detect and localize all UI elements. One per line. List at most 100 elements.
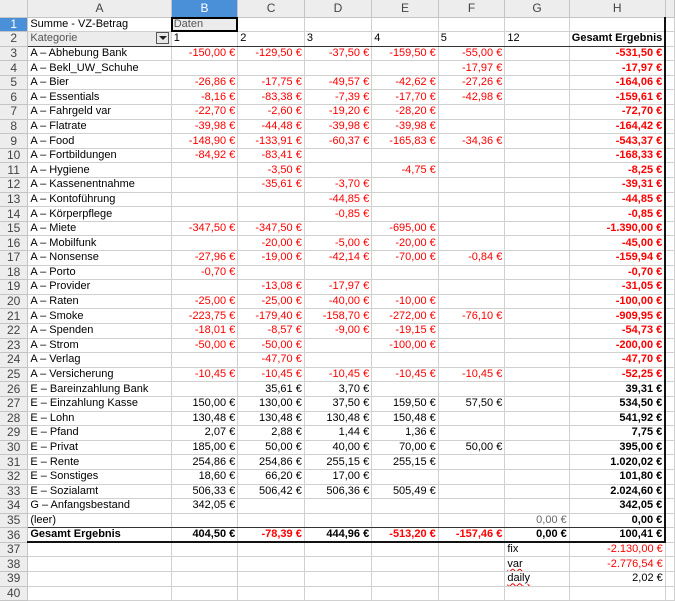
row-total-cell[interactable]: -159,61 € xyxy=(568,89,667,106)
row-header-40[interactable]: 40 xyxy=(0,586,29,601)
row-header-10[interactable]: 10 xyxy=(0,148,29,164)
value-cell[interactable]: -0,84 € xyxy=(438,250,506,266)
grand-total-header[interactable]: Gesamt Ergebnis xyxy=(568,31,667,47)
row-total-cell[interactable]: -31,05 € xyxy=(568,279,667,295)
value-cell[interactable]: 35,61 € xyxy=(237,381,305,397)
pivot-data-button[interactable]: Daten xyxy=(170,16,239,33)
value-cell[interactable] xyxy=(438,498,506,514)
category-label[interactable]: A – Hygiene xyxy=(27,162,172,179)
row-total-cell[interactable]: -168,33 € xyxy=(568,148,667,164)
chevron-down-icon[interactable] xyxy=(155,32,169,45)
row-total-cell[interactable]: 534,50 € xyxy=(568,396,667,412)
row-total-cell[interactable]: -200,00 € xyxy=(568,338,667,354)
value-cell[interactable]: -42,14 € xyxy=(304,250,373,266)
cell[interactable] xyxy=(665,162,675,179)
value-cell[interactable]: -27,96 € xyxy=(170,250,239,266)
value-cell[interactable]: 57,50 € xyxy=(438,396,506,412)
cell[interactable] xyxy=(665,192,675,208)
row-header-1[interactable]: 1 xyxy=(0,17,29,33)
category-label[interactable]: G – Anfangsbestand xyxy=(27,498,172,514)
category-label[interactable]: A – Nonsense xyxy=(27,250,172,266)
row-total-cell[interactable]: 2.024,60 € xyxy=(568,484,667,500)
value-cell[interactable] xyxy=(304,148,373,164)
cell[interactable] xyxy=(665,440,675,456)
value-cell[interactable]: 37,50 € xyxy=(304,396,373,412)
value-cell[interactable] xyxy=(438,381,506,397)
cell[interactable] xyxy=(665,454,675,470)
value-cell[interactable] xyxy=(237,265,305,281)
value-cell[interactable] xyxy=(304,60,373,76)
cell[interactable] xyxy=(665,498,675,514)
cell[interactable] xyxy=(665,17,675,33)
value-cell[interactable]: -50,00 € xyxy=(170,338,239,354)
value-cell[interactable] xyxy=(170,192,239,208)
row-total-cell[interactable]: -543,37 € xyxy=(568,133,667,149)
row-total-cell[interactable]: -164,06 € xyxy=(568,75,667,91)
value-cell[interactable]: -695,00 € xyxy=(371,221,439,237)
value-cell[interactable] xyxy=(438,411,506,427)
value-cell[interactable] xyxy=(371,469,439,485)
cell[interactable] xyxy=(665,75,675,91)
value-cell[interactable]: -150,00 € xyxy=(170,46,239,62)
value-cell[interactable]: 130,48 € xyxy=(170,411,239,427)
cell[interactable] xyxy=(237,556,305,573)
value-cell[interactable] xyxy=(438,338,506,354)
value-cell[interactable] xyxy=(504,206,570,222)
category-label[interactable]: A – Versicherung xyxy=(27,367,172,383)
cell[interactable] xyxy=(438,571,506,587)
cell[interactable] xyxy=(504,16,570,33)
value-cell[interactable] xyxy=(504,411,570,427)
value-cell[interactable]: -8,16 € xyxy=(170,89,239,106)
value-cell[interactable] xyxy=(504,484,570,500)
cell[interactable] xyxy=(27,586,172,601)
value-cell[interactable] xyxy=(438,425,506,441)
cell[interactable] xyxy=(171,586,239,601)
cell[interactable] xyxy=(665,367,675,383)
value-cell[interactable]: -3,70 € xyxy=(304,177,373,193)
column-header-D[interactable]: D xyxy=(304,0,373,18)
cell[interactable] xyxy=(665,206,675,222)
value-cell[interactable]: -10,45 € xyxy=(438,367,506,383)
value-cell[interactable]: -0,70 € xyxy=(170,265,239,281)
cell[interactable] xyxy=(665,338,675,354)
value-cell[interactable]: -47,70 € xyxy=(237,352,305,368)
cell[interactable] xyxy=(371,542,439,558)
row-header-22[interactable]: 22 xyxy=(0,323,29,339)
value-cell[interactable]: -19,15 € xyxy=(371,323,439,339)
row-header-29[interactable]: 29 xyxy=(0,425,29,441)
value-cell[interactable]: -10,45 € xyxy=(304,367,373,383)
row-total-cell[interactable]: 101,80 € xyxy=(568,469,667,485)
row-header-33[interactable]: 33 xyxy=(0,484,29,500)
value-cell[interactable]: -10,45 € xyxy=(170,367,239,383)
value-cell[interactable]: -20,00 € xyxy=(371,235,439,251)
value-cell[interactable]: -5,00 € xyxy=(304,235,373,251)
row-total-cell[interactable]: 0,00 € xyxy=(568,513,667,529)
value-cell[interactable] xyxy=(371,279,439,295)
cell[interactable] xyxy=(665,556,675,573)
value-cell[interactable] xyxy=(170,162,239,179)
value-cell[interactable]: -347,50 € xyxy=(170,221,239,237)
value-cell[interactable] xyxy=(170,60,239,76)
column-header-E[interactable]: E xyxy=(371,0,439,18)
value-cell[interactable]: 505,49 € xyxy=(371,484,439,500)
row-total-cell[interactable]: -47,70 € xyxy=(568,352,667,368)
cell[interactable] xyxy=(665,323,675,339)
value-cell[interactable]: -78,39 € xyxy=(237,527,305,544)
row-header-35[interactable]: 35 xyxy=(0,513,29,529)
cell[interactable] xyxy=(237,542,305,558)
value-cell[interactable] xyxy=(371,177,439,193)
value-cell[interactable] xyxy=(504,308,570,324)
row-header-36[interactable]: 36 xyxy=(0,527,29,543)
pivot-column-header[interactable]: 3 xyxy=(304,31,373,47)
value-cell[interactable] xyxy=(504,440,570,456)
column-header-H[interactable]: H xyxy=(569,0,666,18)
value-cell[interactable]: -133,91 € xyxy=(237,133,305,149)
value-cell[interactable] xyxy=(504,148,570,164)
value-cell[interactable]: -70,00 € xyxy=(371,250,439,266)
row-header-12[interactable]: 12 xyxy=(0,177,29,193)
value-cell[interactable] xyxy=(438,162,506,179)
value-cell[interactable] xyxy=(504,162,570,179)
cell[interactable] xyxy=(665,513,675,529)
value-cell[interactable] xyxy=(504,294,570,310)
value-cell[interactable] xyxy=(237,60,305,76)
